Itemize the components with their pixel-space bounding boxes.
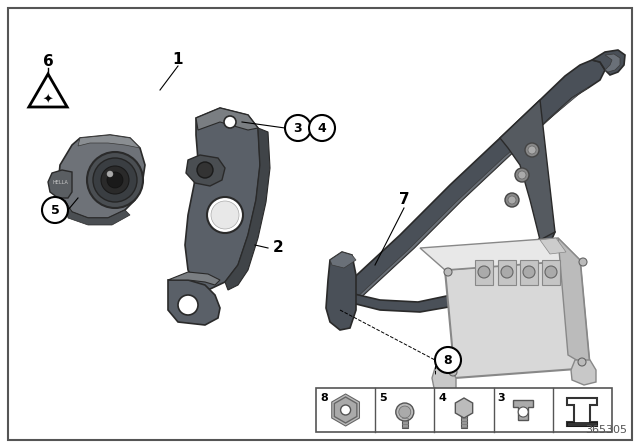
Polygon shape [336, 60, 605, 302]
Polygon shape [332, 394, 360, 426]
Polygon shape [432, 368, 456, 392]
Polygon shape [402, 415, 408, 428]
Circle shape [178, 295, 198, 315]
Polygon shape [168, 272, 220, 285]
Circle shape [42, 197, 68, 223]
Text: 8: 8 [444, 353, 452, 366]
Text: 7: 7 [399, 193, 410, 207]
Text: 365305: 365305 [585, 425, 627, 435]
Circle shape [107, 171, 113, 177]
Text: 5: 5 [51, 203, 60, 216]
Circle shape [505, 193, 519, 207]
Text: 4: 4 [438, 393, 446, 403]
Polygon shape [571, 360, 596, 385]
Polygon shape [420, 238, 580, 270]
Circle shape [285, 115, 311, 141]
Circle shape [101, 166, 129, 194]
Circle shape [478, 266, 490, 278]
Polygon shape [186, 155, 225, 186]
Circle shape [435, 347, 461, 373]
Circle shape [545, 266, 557, 278]
Polygon shape [498, 260, 516, 285]
Circle shape [508, 196, 516, 204]
Circle shape [399, 406, 411, 418]
Circle shape [396, 403, 414, 421]
Text: 3: 3 [498, 393, 505, 403]
Polygon shape [65, 200, 130, 225]
Circle shape [444, 268, 452, 276]
Circle shape [211, 201, 239, 229]
Circle shape [107, 172, 123, 188]
Circle shape [518, 407, 528, 417]
Text: 3: 3 [294, 121, 302, 134]
Polygon shape [330, 252, 356, 268]
Circle shape [87, 152, 143, 208]
Polygon shape [558, 238, 590, 368]
Circle shape [309, 115, 335, 141]
Polygon shape [445, 260, 590, 378]
Polygon shape [513, 400, 533, 420]
Polygon shape [58, 135, 145, 218]
Text: 1: 1 [173, 52, 183, 68]
Circle shape [224, 116, 236, 128]
Polygon shape [29, 74, 67, 107]
Circle shape [528, 146, 536, 154]
Circle shape [93, 158, 137, 202]
Polygon shape [168, 280, 220, 325]
Polygon shape [475, 260, 493, 285]
Circle shape [501, 266, 513, 278]
Circle shape [340, 405, 351, 415]
Polygon shape [592, 50, 625, 75]
Circle shape [578, 358, 586, 366]
Circle shape [207, 197, 243, 233]
Polygon shape [340, 88, 588, 300]
Polygon shape [461, 415, 467, 428]
Circle shape [197, 162, 213, 178]
Polygon shape [78, 135, 140, 148]
Polygon shape [196, 108, 258, 130]
Polygon shape [568, 398, 597, 426]
Polygon shape [605, 54, 620, 72]
Polygon shape [455, 398, 473, 418]
Circle shape [515, 168, 529, 182]
Polygon shape [185, 108, 260, 290]
Text: 2: 2 [273, 241, 284, 255]
Polygon shape [336, 228, 555, 312]
Text: 5: 5 [379, 393, 387, 403]
Text: 8: 8 [320, 393, 328, 403]
Polygon shape [568, 422, 597, 426]
Circle shape [523, 266, 535, 278]
Polygon shape [540, 238, 566, 254]
Polygon shape [520, 260, 538, 285]
Text: ✦: ✦ [43, 94, 53, 107]
Polygon shape [500, 100, 555, 240]
Circle shape [525, 143, 539, 157]
Text: HELLA: HELLA [52, 181, 68, 185]
Circle shape [579, 258, 587, 266]
Polygon shape [334, 397, 357, 423]
Bar [316, 388, 612, 432]
Circle shape [518, 171, 526, 179]
Polygon shape [326, 252, 356, 330]
Polygon shape [48, 170, 72, 198]
Text: 4: 4 [317, 121, 326, 134]
Polygon shape [542, 260, 560, 285]
Polygon shape [225, 128, 270, 290]
Text: 6: 6 [43, 55, 53, 69]
Circle shape [449, 368, 457, 376]
